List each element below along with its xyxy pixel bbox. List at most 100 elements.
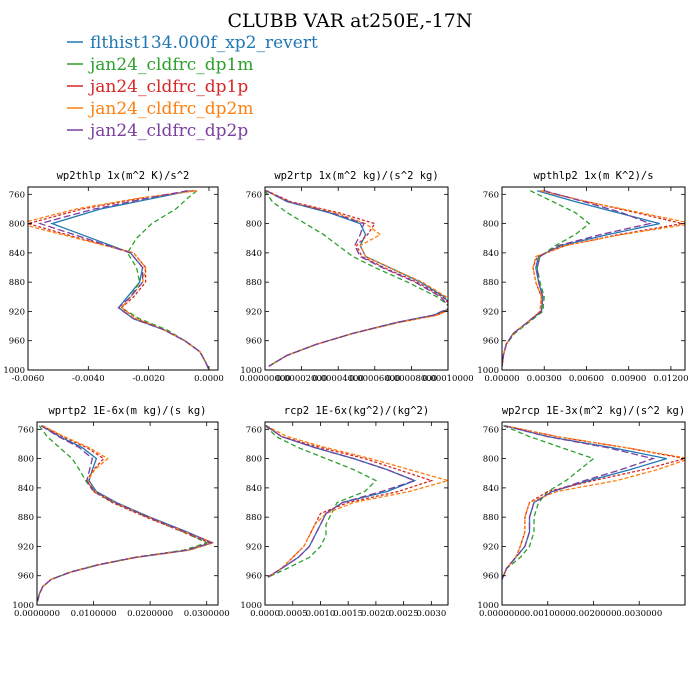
series-line	[265, 425, 434, 578]
legend-label: jan24_cldfrc_dp2p	[88, 121, 248, 141]
y-tick-label: 800	[9, 220, 25, 230]
y-tick-label: 960	[483, 337, 499, 347]
series-line	[37, 425, 216, 602]
y-tick-label: 880	[246, 513, 262, 523]
series-line	[28, 190, 210, 370]
series-line	[265, 425, 417, 578]
panel-5: rcp2 1E-6x(kg^2)/(kg^2) 760 800 840 880 920 96…	[240, 405, 449, 619]
y-tick-label: 920	[9, 307, 25, 317]
x-tick-label: 0.00008000	[386, 374, 437, 384]
plot-frame	[36, 421, 219, 606]
y-tick-label: 760	[9, 190, 25, 200]
x-tick-label: 0.0300000	[184, 609, 230, 619]
x-tick-label: 0.0005	[278, 609, 308, 619]
y-tick-label: 800	[246, 220, 262, 230]
x-tick-label: 0.0000	[194, 374, 224, 384]
x-tick-label: 0.0030	[416, 609, 446, 619]
y-tick-label: 880	[18, 513, 34, 523]
x-tick-label: 0.0015	[333, 609, 363, 619]
series-line	[502, 190, 591, 367]
y-tick-label: 760	[246, 425, 262, 435]
x-tick-label: -0.0060	[12, 374, 45, 384]
series-line	[265, 190, 448, 367]
y-tick-label: 920	[246, 542, 262, 552]
x-tick-label: 0.00006000	[349, 374, 400, 384]
panel-title: wp2rcp 1E-3x(m^2 kg)/(s^2 kg)	[502, 405, 685, 417]
y-tick-label: 960	[246, 337, 262, 347]
y-tick-label: 760	[483, 425, 499, 435]
x-tick-label: 0.0000000	[14, 609, 60, 619]
y-tick-label: 920	[18, 542, 34, 552]
x-tick-label: 0.01200	[653, 374, 688, 384]
legend-label: jan24_cldfrc_dp2m	[88, 99, 253, 119]
y-tick-label: 1000	[3, 366, 25, 376]
x-tick-label: 0.0000	[250, 609, 280, 619]
panels: wp2thlp 1x(m^2 K)/s^2 760 800 840 880 920 960 1…	[3, 170, 688, 619]
x-tick-label: 0.0100000	[71, 609, 117, 619]
series-line	[265, 190, 448, 367]
y-tick-label: 920	[483, 542, 499, 552]
legend-label: flthist134.000f_xp2_revert	[90, 33, 318, 53]
x-tick-label: 0.00600	[569, 374, 604, 384]
panel-title: wpthlp2 1x(m K^2)/s	[533, 170, 653, 182]
legend-label: jan24_cldfrc_dp1p	[88, 77, 248, 97]
y-tick-label: 760	[483, 190, 499, 200]
series-line	[502, 190, 683, 367]
y-tick-label: 1000	[240, 366, 262, 376]
y-tick-label: 880	[483, 513, 499, 523]
x-tick-label: 0.00900	[611, 374, 646, 384]
y-tick-label: 840	[246, 484, 262, 494]
x-tick-label: 0.00000	[484, 374, 519, 384]
y-tick-label: 920	[483, 307, 499, 317]
series-line	[120, 190, 210, 370]
series-line	[265, 425, 417, 578]
y-tick-label: 880	[483, 278, 499, 288]
plot-frame	[501, 186, 686, 371]
x-tick-label: 0.00010000	[422, 374, 473, 384]
y-tick-label: 760	[18, 425, 34, 435]
y-tick-label: 880	[246, 278, 262, 288]
y-tick-label: 880	[9, 278, 25, 288]
y-tick-label: 920	[246, 307, 262, 317]
panel-2: wp2rtp 1x(m^2 kg)/(s^2 kg) 760 800 840 880 92…	[239, 170, 473, 384]
panel-6: wp2rcp 1E-3x(m^2 kg)/(s^2 kg)760 800 840 88…	[477, 405, 686, 619]
plot-frame	[264, 186, 449, 371]
panel-3: wpthlp2 1x(m K^2)/s 760 800 840 880 920 960 100…	[477, 170, 688, 384]
panel-title: wprtp2 1E-6x(m kg)/(s kg)	[48, 405, 206, 417]
y-tick-label: 960	[9, 337, 25, 347]
y-tick-label: 1000	[240, 601, 262, 611]
series-line	[502, 425, 685, 580]
y-tick-label: 840	[246, 249, 262, 259]
y-tick-label: 840	[483, 484, 499, 494]
x-tick-label: 0.0025	[389, 609, 419, 619]
series-line	[266, 190, 448, 367]
x-tick-label: 0.00002000	[276, 374, 327, 384]
plot-frame	[264, 421, 449, 606]
series-line	[265, 425, 378, 578]
x-tick-label: 0.0010000	[525, 609, 571, 619]
y-tick-label: 800	[483, 220, 499, 230]
plot-frame	[27, 186, 219, 371]
series-line	[502, 425, 595, 580]
y-tick-label: 960	[246, 572, 262, 582]
y-tick-label: 800	[483, 455, 499, 465]
series-line	[265, 190, 448, 367]
x-tick-label: 0.00004000	[313, 374, 364, 384]
y-tick-label: 840	[18, 484, 34, 494]
y-tick-label: 1000	[12, 601, 34, 611]
x-tick-label: -0.0020	[132, 374, 165, 384]
y-tick-label: 960	[18, 572, 34, 582]
series-line	[265, 190, 448, 367]
x-tick-label: 0.0020	[361, 609, 391, 619]
panel-title: wp2rtp 1x(m^2 kg)/(s^2 kg)	[274, 170, 438, 182]
y-tick-label: 760	[246, 190, 262, 200]
y-tick-label: 840	[483, 249, 499, 259]
series-line	[502, 425, 667, 580]
panel-title: wp2thlp 1x(m^2 K)/s^2	[57, 170, 190, 182]
series-line	[502, 190, 653, 367]
plot-frame	[501, 421, 686, 606]
series-line	[28, 190, 210, 370]
series-line	[37, 425, 214, 602]
x-tick-label: 0.0010	[306, 609, 336, 619]
